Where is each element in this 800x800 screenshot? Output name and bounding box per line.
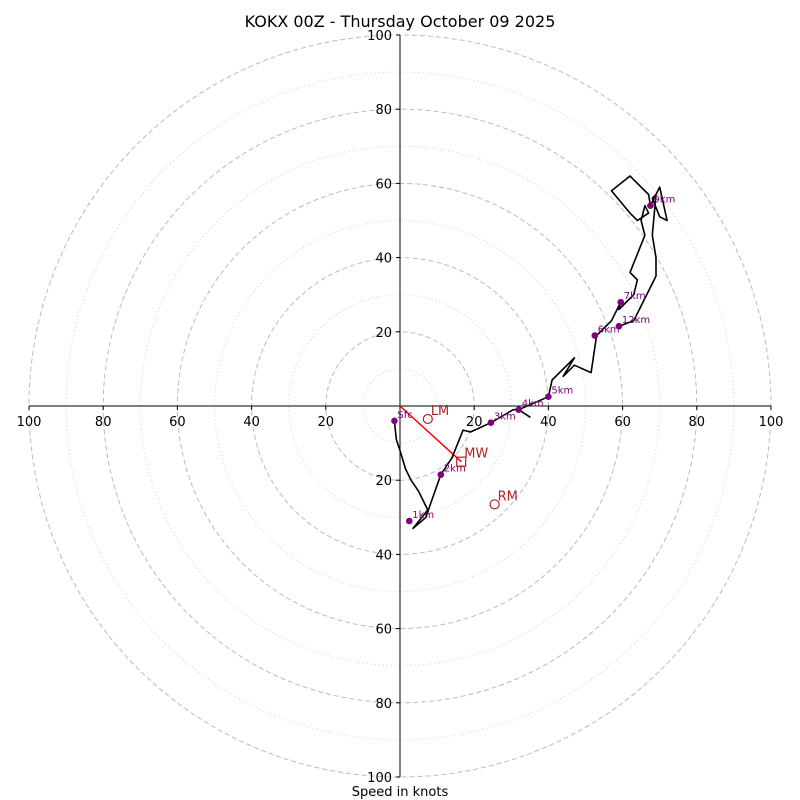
- height-label-9km: 9km: [653, 195, 675, 206]
- storm-label-lm: LM: [431, 404, 449, 419]
- y-tick-label: 40: [375, 252, 392, 267]
- y-tick-label: 20: [375, 474, 392, 489]
- height-marker-5km: [545, 393, 552, 401]
- height-marker-2km: [437, 471, 445, 478]
- x-tick-label: 20: [318, 415, 335, 430]
- y-tick-label: 100: [367, 771, 392, 786]
- x-tick-label: 60: [614, 415, 631, 430]
- storm-marker-mw: [456, 456, 467, 467]
- y-tick-label: 80: [375, 103, 392, 118]
- x-tick-label: 100: [17, 415, 42, 430]
- storm-marker-rm: [489, 499, 500, 510]
- storm-marker-lm: [422, 413, 433, 425]
- height-marker-7km: [617, 298, 625, 306]
- height-marker-3km: [487, 419, 495, 426]
- chart-title: KOKX 00Z - Thursday October 09 2025: [245, 12, 556, 31]
- height-marker-4km: [515, 406, 523, 414]
- x-tick-label: 80: [95, 415, 112, 430]
- height-marker-9km: [647, 202, 654, 209]
- height-label-2km: 2km: [444, 464, 466, 475]
- height-marker-sfc: [391, 417, 398, 425]
- wind-profile-line: [393, 175, 668, 530]
- y-tick-label: 60: [375, 177, 392, 192]
- storm-label-rm: RM: [498, 489, 518, 504]
- height-label-sfc: Sfc: [397, 410, 412, 421]
- height-label-4km: 4km: [522, 399, 544, 410]
- height-marker-6km: [591, 332, 599, 339]
- height-label-12km: 12km: [622, 315, 650, 326]
- height-label-6km: 6km: [598, 325, 620, 336]
- wind-profile-group: [393, 175, 668, 530]
- height-label-3km: 3km: [494, 412, 516, 423]
- x-tick-label: 80: [689, 415, 706, 430]
- y-tick-label: 100: [367, 29, 392, 44]
- height-label-5km: 5km: [551, 386, 573, 397]
- height-markers: Sfc 1km 2km 3km 4km 5km 6km 7km 9km 12km: [391, 195, 675, 525]
- height-label-1km: 1km: [412, 510, 434, 521]
- x-axis-label: Speed in knots: [352, 785, 449, 800]
- shear-vector-group: [399, 405, 462, 463]
- x-tick-label: 20: [466, 415, 483, 430]
- x-tick-label: 100: [759, 415, 784, 430]
- storm-label-mw: MW: [464, 447, 488, 462]
- y-tick-label: 20: [375, 326, 392, 341]
- storm-motion-markers: LM MW RM: [422, 404, 518, 510]
- height-marker-1km: [405, 517, 413, 525]
- height-marker-12km: [615, 322, 623, 330]
- x-tick-label: 40: [540, 415, 557, 430]
- shear-vector: [399, 405, 462, 463]
- x-tick-label: 60: [169, 415, 186, 430]
- x-tick-label: 40: [243, 415, 260, 430]
- x-tick-labels: 100 80 60 40 20 20 40 60 80 100: [17, 406, 784, 430]
- y-tick-label: 60: [375, 623, 392, 638]
- y-tick-label: 40: [375, 548, 392, 563]
- height-label-7km: 7km: [624, 291, 646, 302]
- y-tick-label: 80: [375, 697, 392, 712]
- y-tick-labels: 100 80 60 40 20 20 40 60 80 100: [367, 29, 400, 786]
